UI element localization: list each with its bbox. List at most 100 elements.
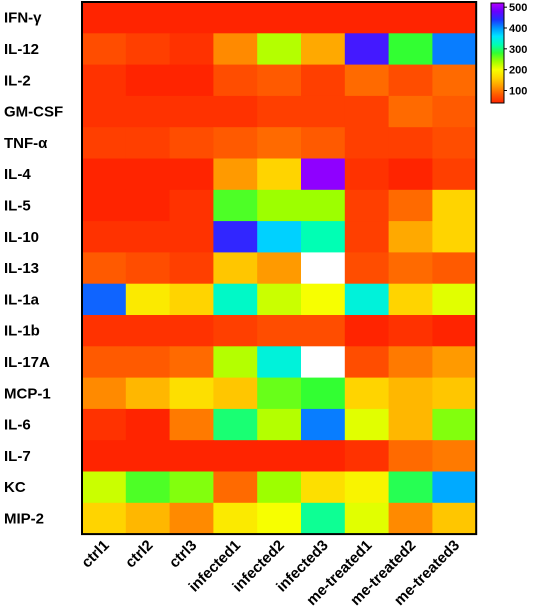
heatmap-cell — [125, 283, 171, 316]
heatmap-cell — [388, 346, 433, 379]
heatmap-cell — [344, 408, 390, 441]
heatmap-cell — [169, 502, 214, 535]
heatmap-cell — [432, 127, 477, 160]
column-label: ctrl2 — [122, 537, 156, 571]
heatmap-cell — [213, 252, 258, 285]
heatmap-cell — [432, 502, 477, 535]
heatmap-cell — [388, 408, 433, 441]
heatmap-cell — [169, 283, 214, 316]
row-label: IL-10 — [4, 229, 39, 246]
colorbar-tick-label: 100 — [509, 86, 527, 98]
heatmap-cell — [213, 346, 258, 379]
heatmap-cell — [344, 189, 390, 222]
colorbar-tick-label: 200 — [509, 65, 527, 77]
heatmap-cell — [301, 377, 346, 410]
heatmap-cell — [388, 315, 433, 347]
column-labels: ctrl1 ctrl2 ctrl3infected1infected2infecte… — [78, 537, 463, 607]
heatmap-cell — [169, 64, 214, 97]
row-label: IFN-γ — [4, 10, 42, 27]
heatmap-cell — [125, 346, 171, 379]
heatmap-cell — [257, 221, 302, 253]
heatmap-cell — [388, 33, 433, 66]
heatmap-cell — [169, 315, 214, 347]
heatmap-cell — [388, 189, 433, 222]
heatmap-cell — [125, 127, 171, 160]
heatmap-cell — [125, 408, 171, 441]
heatmap-cell — [82, 502, 127, 535]
heatmap-cell — [125, 440, 171, 473]
row-label: IL-4 — [4, 166, 31, 183]
heatmap-cell — [82, 377, 127, 410]
heatmap-cell — [432, 189, 477, 222]
heatmap-cell — [82, 408, 127, 441]
heatmap-cell — [82, 315, 127, 347]
heatmap-cell — [301, 346, 346, 379]
heatmap-cell — [213, 502, 258, 535]
heatmap-cell — [301, 283, 346, 316]
column-label: ctrl1 — [78, 537, 112, 571]
heatmap-cell — [125, 2, 171, 34]
heatmap-cell — [388, 440, 433, 473]
colorbar-ticks: 500 400 300 200 100 — [504, 2, 527, 98]
heatmap-cell — [432, 315, 477, 347]
heatmap-cell — [125, 33, 171, 66]
heatmap-cell — [301, 408, 346, 441]
heatmap-cell — [301, 95, 346, 128]
heatmap-cell — [82, 221, 127, 253]
heatmap-cell — [213, 408, 258, 441]
heatmap-cell — [344, 33, 390, 66]
heatmap-cell — [388, 502, 433, 535]
heatmap-cell — [213, 127, 258, 160]
heatmap-cell — [344, 252, 390, 285]
heatmap-cell — [213, 189, 258, 222]
heatmap-cell — [213, 440, 258, 473]
heatmap-cell — [257, 127, 302, 160]
heatmap-cell — [301, 189, 346, 222]
heatmap-cell — [432, 252, 477, 285]
heatmap-cell — [301, 64, 346, 97]
heatmap-cell — [82, 189, 127, 222]
colorbar-tick-label: 500 — [509, 2, 527, 14]
heatmap-cells — [82, 2, 477, 535]
heatmap-cell — [213, 471, 258, 504]
heatmap-cell — [344, 377, 390, 410]
heatmap-cell — [432, 33, 477, 66]
heatmap-cell — [388, 377, 433, 410]
heatmap-cell — [432, 471, 477, 504]
heatmap-cell — [388, 127, 433, 160]
heatmap-cell — [213, 95, 258, 128]
heatmap-cell — [125, 252, 171, 285]
heatmap-cell — [125, 189, 171, 222]
heatmap-cell — [257, 33, 302, 66]
heatmap-cell — [257, 95, 302, 128]
heatmap-cell — [125, 64, 171, 97]
heatmap-cell — [213, 221, 258, 253]
heatmap-cell — [82, 95, 127, 128]
heatmap-cell — [257, 283, 302, 316]
row-label: TNF-α — [4, 135, 48, 152]
heatmap-cell — [344, 221, 390, 253]
heatmap-cell — [388, 221, 433, 253]
heatmap-cell — [388, 158, 433, 191]
heatmap-cell — [82, 158, 127, 191]
heatmap-cell — [169, 440, 214, 473]
heatmap-cell — [301, 502, 346, 535]
heatmap-cell — [125, 158, 171, 191]
row-label: IL-13 — [4, 260, 39, 277]
heatmap-cell — [213, 158, 258, 191]
heatmap-cell — [344, 471, 390, 504]
heatmap-cell — [82, 33, 127, 66]
colorbar-tick-label: 300 — [509, 44, 527, 56]
heatmap-cell — [301, 2, 346, 34]
column-label: ctrl3 — [166, 537, 200, 571]
heatmap-cell — [213, 283, 258, 316]
heatmap-cell — [388, 95, 433, 128]
heatmap-cell — [125, 471, 171, 504]
row-label: MIP-2 — [4, 510, 44, 527]
heatmap-cell — [432, 377, 477, 410]
heatmap-cell — [344, 440, 390, 473]
heatmap-cell — [169, 127, 214, 160]
heatmap-cell — [388, 64, 433, 97]
heatmap-cell — [169, 252, 214, 285]
heatmap-cell — [257, 158, 302, 191]
